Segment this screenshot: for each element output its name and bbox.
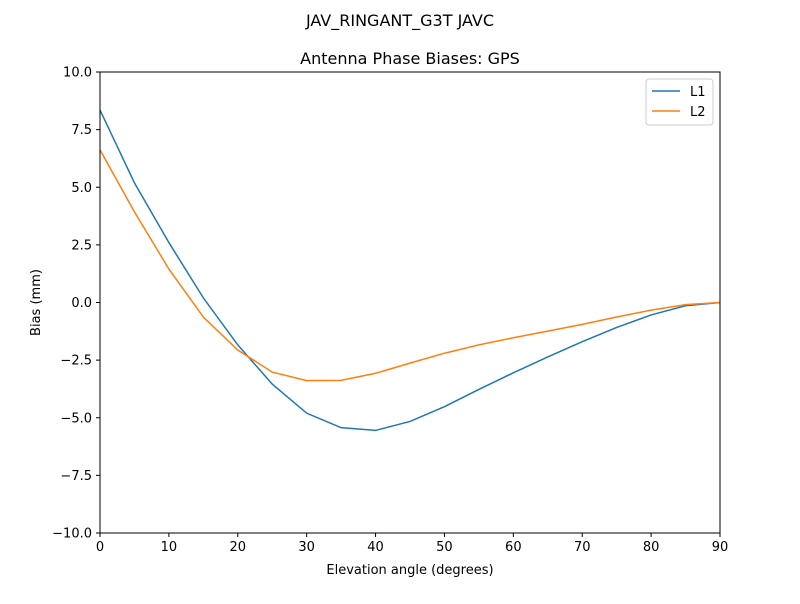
plot-frame [99, 71, 721, 534]
series-line-l2 [99, 149, 721, 382]
x-tick-label: 80 [643, 540, 660, 555]
y-tick-label: −2.5 [60, 354, 92, 369]
x-axis-label: Elevation angle (degrees) [326, 563, 493, 578]
y-tick-label: 0.0 [71, 296, 92, 311]
y-tick-label: 7.5 [71, 123, 92, 138]
y-tick-label: 10.0 [63, 66, 92, 81]
y-tick-label: −5.0 [60, 411, 92, 426]
y-tick-label: −7.5 [60, 469, 92, 484]
y-axis-label: Bias (mm) [29, 269, 44, 336]
y-tick-label: −10.0 [52, 527, 92, 542]
x-tick-label: 40 [367, 540, 384, 555]
legend-label-l2: L2 [690, 105, 706, 120]
y-tick-label: 2.5 [71, 238, 92, 253]
x-tick-label: 70 [574, 540, 591, 555]
x-tick-label: 90 [712, 540, 729, 555]
y-tick-label: 5.0 [71, 181, 92, 196]
legend-label-l1: L1 [690, 85, 706, 100]
chart-title: Antenna Phase Biases: GPS [300, 49, 520, 68]
x-tick-label: 60 [505, 540, 522, 555]
chart-suptitle: JAV_RINGANT_G3T JAVC [305, 11, 494, 31]
x-tick-label: 0 [96, 540, 104, 555]
x-tick-label: 20 [230, 540, 247, 555]
x-tick-label: 10 [161, 540, 178, 555]
x-tick-label: 50 [436, 540, 453, 555]
x-tick-label: 30 [298, 540, 315, 555]
series-line-l1 [99, 109, 721, 432]
